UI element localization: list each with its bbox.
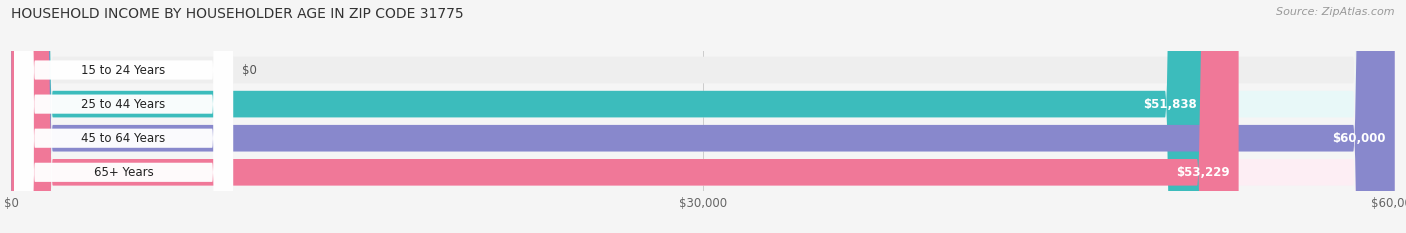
FancyBboxPatch shape <box>14 0 233 233</box>
FancyBboxPatch shape <box>11 0 1395 233</box>
FancyBboxPatch shape <box>11 0 1206 233</box>
Text: 65+ Years: 65+ Years <box>94 166 153 179</box>
FancyBboxPatch shape <box>11 0 1395 233</box>
FancyBboxPatch shape <box>11 0 1239 233</box>
Text: $53,229: $53,229 <box>1175 166 1229 179</box>
FancyBboxPatch shape <box>14 0 233 233</box>
FancyBboxPatch shape <box>14 0 233 233</box>
FancyBboxPatch shape <box>11 0 1395 233</box>
FancyBboxPatch shape <box>11 0 1395 233</box>
Text: 15 to 24 Years: 15 to 24 Years <box>82 64 166 76</box>
Text: $0: $0 <box>242 64 257 76</box>
FancyBboxPatch shape <box>11 0 1395 233</box>
Text: 45 to 64 Years: 45 to 64 Years <box>82 132 166 145</box>
Text: $60,000: $60,000 <box>1331 132 1385 145</box>
FancyBboxPatch shape <box>14 0 233 233</box>
Text: HOUSEHOLD INCOME BY HOUSEHOLDER AGE IN ZIP CODE 31775: HOUSEHOLD INCOME BY HOUSEHOLDER AGE IN Z… <box>11 7 464 21</box>
Text: 25 to 44 Years: 25 to 44 Years <box>82 98 166 111</box>
Text: Source: ZipAtlas.com: Source: ZipAtlas.com <box>1277 7 1395 17</box>
Text: $51,838: $51,838 <box>1143 98 1198 111</box>
